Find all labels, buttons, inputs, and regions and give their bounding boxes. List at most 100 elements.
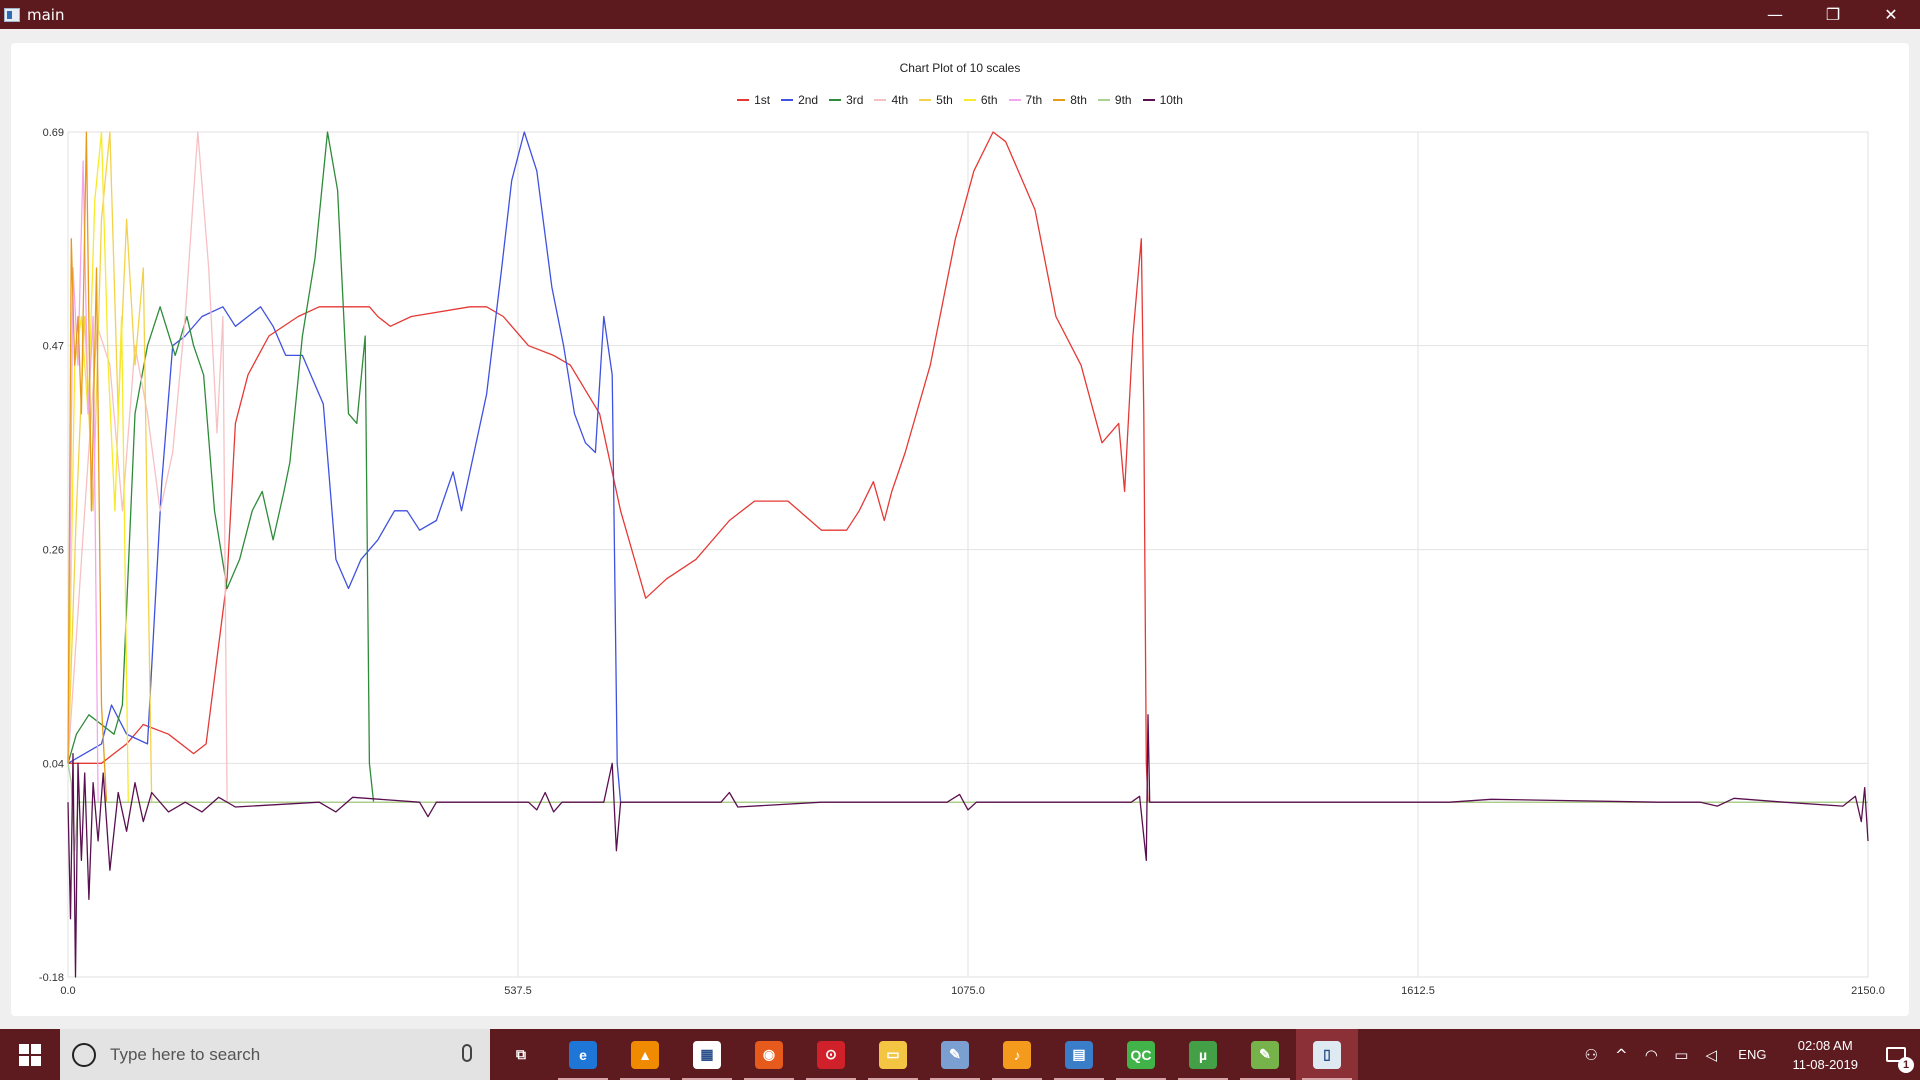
system-tray: ⚇ ^ ◠ ▭ ◁ ENG 02:08 AM 11-08-2019 1 xyxy=(1576,1029,1920,1080)
x-tick-label: 537.5 xyxy=(504,985,532,997)
legend-item-5th: 5th xyxy=(919,93,953,107)
legend-label: 1st xyxy=(754,93,771,107)
legend-swatch xyxy=(781,99,794,101)
taskbar-clock[interactable]: 02:08 AM 11-08-2019 xyxy=(1778,1036,1872,1074)
taskbar-app-fl-studio[interactable]: ♪ xyxy=(986,1029,1048,1080)
legend-label: 9th xyxy=(1114,93,1132,107)
wifi-icon[interactable]: ◠ xyxy=(1644,1045,1658,1064)
x-tick-label: 0.0 xyxy=(60,985,75,997)
taskbar-app-firefox[interactable]: ◉ xyxy=(738,1029,800,1080)
legend-label: 4th xyxy=(891,93,909,107)
taskbar-app-media-app[interactable]: ⊙ xyxy=(800,1029,862,1080)
taskbar-app-edge[interactable]: e xyxy=(552,1029,614,1080)
series-line-8th xyxy=(67,131,1868,803)
app-window-icon xyxy=(4,7,20,22)
legend-item-6th: 6th xyxy=(963,93,998,107)
taskbar-app-paint[interactable]: ✎ xyxy=(924,1029,986,1080)
legend-item-9th: 9th xyxy=(1097,93,1132,107)
volume-icon[interactable]: ◁ xyxy=(1705,1045,1718,1064)
notification-count-badge: 1 xyxy=(1898,1057,1914,1073)
search-placeholder: Type here to search xyxy=(110,1044,261,1064)
store-icon: ▦ xyxy=(693,1040,721,1069)
legend-label: 8th xyxy=(1070,93,1087,107)
taskbar-app-store[interactable]: ▦ xyxy=(676,1029,738,1080)
series-line-3rd xyxy=(67,131,1868,803)
taskbar-app-main-app[interactable]: ▯ xyxy=(1296,1029,1358,1080)
legend-swatch xyxy=(737,99,750,101)
chart-panel xyxy=(11,43,1909,1016)
chart-title: Chart Plot of 10 scales xyxy=(899,61,1021,75)
y-tick-label: 0.04 xyxy=(43,758,64,770)
start-button[interactable] xyxy=(0,1029,60,1080)
show-hidden-icons-chevron-icon[interactable]: ^ xyxy=(1614,1045,1628,1064)
legend-label: 3rd xyxy=(846,93,864,107)
minimize-button[interactable]: — xyxy=(1767,5,1783,24)
x-tick-label: 1075.0 xyxy=(951,985,985,997)
series-line-10th xyxy=(67,714,1869,978)
taskbar-app-notepad[interactable]: ✎ xyxy=(1234,1029,1296,1080)
y-tick-label: -0.18 xyxy=(39,972,64,984)
chart-plot-area: 0.0 537.5 1075.0 1612.5 2150.0 0.69 0.47 0.26 0.… xyxy=(39,127,1885,997)
fl-studio-icon: ♪ xyxy=(1003,1040,1031,1069)
legend-label: 7th xyxy=(1025,93,1043,107)
taskbar-app-vlc[interactable]: ▲ xyxy=(614,1029,676,1080)
close-button[interactable]: ✕ xyxy=(1884,5,1898,24)
taskbar-search-box[interactable]: Type here to search xyxy=(60,1029,490,1080)
legend-item-4th: 4th xyxy=(874,93,908,107)
taskbar: Type here to search ⧉ e ▲ ▦ ◉ ⊙ ▭ ✎ ♪ ▤ QC µ ✎ ▯ ⚇ ^ … xyxy=(0,1029,1920,1080)
media-app-icon: ⊙ xyxy=(817,1040,845,1069)
utorrent-icon: µ xyxy=(1189,1040,1217,1069)
paint-icon: ✎ xyxy=(941,1040,969,1069)
battery-icon[interactable]: ▭ xyxy=(1674,1045,1689,1064)
control-panel-icon: ▤ xyxy=(1065,1040,1093,1069)
window-content xyxy=(0,29,1920,1029)
microphone-icon[interactable] xyxy=(462,1044,472,1062)
legend-swatch xyxy=(1097,99,1110,101)
task-view-icon: ⧉ xyxy=(516,1046,526,1062)
legend-item-2nd: 2nd xyxy=(781,93,818,107)
x-tick-label: 2150.0 xyxy=(1851,985,1885,997)
taskbar-app-control-panel[interactable]: ▤ xyxy=(1048,1029,1110,1080)
action-center-button[interactable]: 1 xyxy=(1872,1029,1920,1080)
x-tick-label: 1612.5 xyxy=(1401,985,1435,997)
file-explorer-icon: ▭ xyxy=(879,1040,907,1069)
series-line-2nd xyxy=(67,131,1868,803)
restore-button[interactable]: ❐ xyxy=(1825,5,1841,24)
y-tick-label: 0.69 xyxy=(43,127,64,139)
legend-label: 10th xyxy=(1159,93,1183,107)
legend-item-7th: 7th xyxy=(1008,93,1043,107)
series-line-7th xyxy=(67,160,1868,803)
legend-swatch xyxy=(1142,99,1155,101)
window-title-bar[interactable]: main — ❐ ✕ xyxy=(0,0,1920,29)
window-controls: — ❐ ✕ xyxy=(1746,0,1920,29)
main-app-icon: ▯ xyxy=(1313,1040,1341,1069)
series-line-1st xyxy=(68,131,1868,803)
vlc-icon: ▲ xyxy=(631,1040,659,1069)
taskbar-app-task-view[interactable]: ⧉ xyxy=(490,1029,552,1080)
cortana-icon xyxy=(72,1042,96,1067)
legend-item-8th: 8th xyxy=(1053,93,1087,107)
legend-swatch xyxy=(963,99,976,101)
input-language[interactable]: ENG xyxy=(1738,1047,1767,1062)
taskbar-app-qt-creator[interactable]: QC xyxy=(1110,1029,1172,1080)
legend-swatch xyxy=(919,99,932,101)
legend-item-10th: 10th xyxy=(1142,93,1183,107)
taskbar-app-utorrent[interactable]: µ xyxy=(1172,1029,1234,1080)
legend-label: 6th xyxy=(980,93,998,107)
taskbar-app-file-explorer[interactable]: ▭ xyxy=(862,1029,924,1080)
clock-date: 11-08-2019 xyxy=(1792,1056,1858,1072)
legend-label: 5th xyxy=(936,93,953,107)
notepad-icon: ✎ xyxy=(1251,1040,1279,1069)
qt-creator-icon: QC xyxy=(1127,1040,1155,1069)
legend-swatch xyxy=(1053,99,1066,101)
y-tick-label: 0.47 xyxy=(43,341,64,353)
window-title: main xyxy=(27,5,65,24)
legend-item-3rd: 3rd xyxy=(829,93,863,107)
y-tick-label: 0.26 xyxy=(43,545,64,557)
windows-logo-icon xyxy=(19,1043,41,1066)
chart-legend: 1st 2nd 3rd 4th 5th 6th 7th 8th 9th 10th xyxy=(0,93,1920,107)
legend-swatch xyxy=(829,99,842,101)
clock-time: 02:08 AM xyxy=(1797,1037,1853,1053)
series-line-4th xyxy=(67,131,1868,803)
people-icon[interactable]: ⚇ xyxy=(1584,1045,1598,1064)
